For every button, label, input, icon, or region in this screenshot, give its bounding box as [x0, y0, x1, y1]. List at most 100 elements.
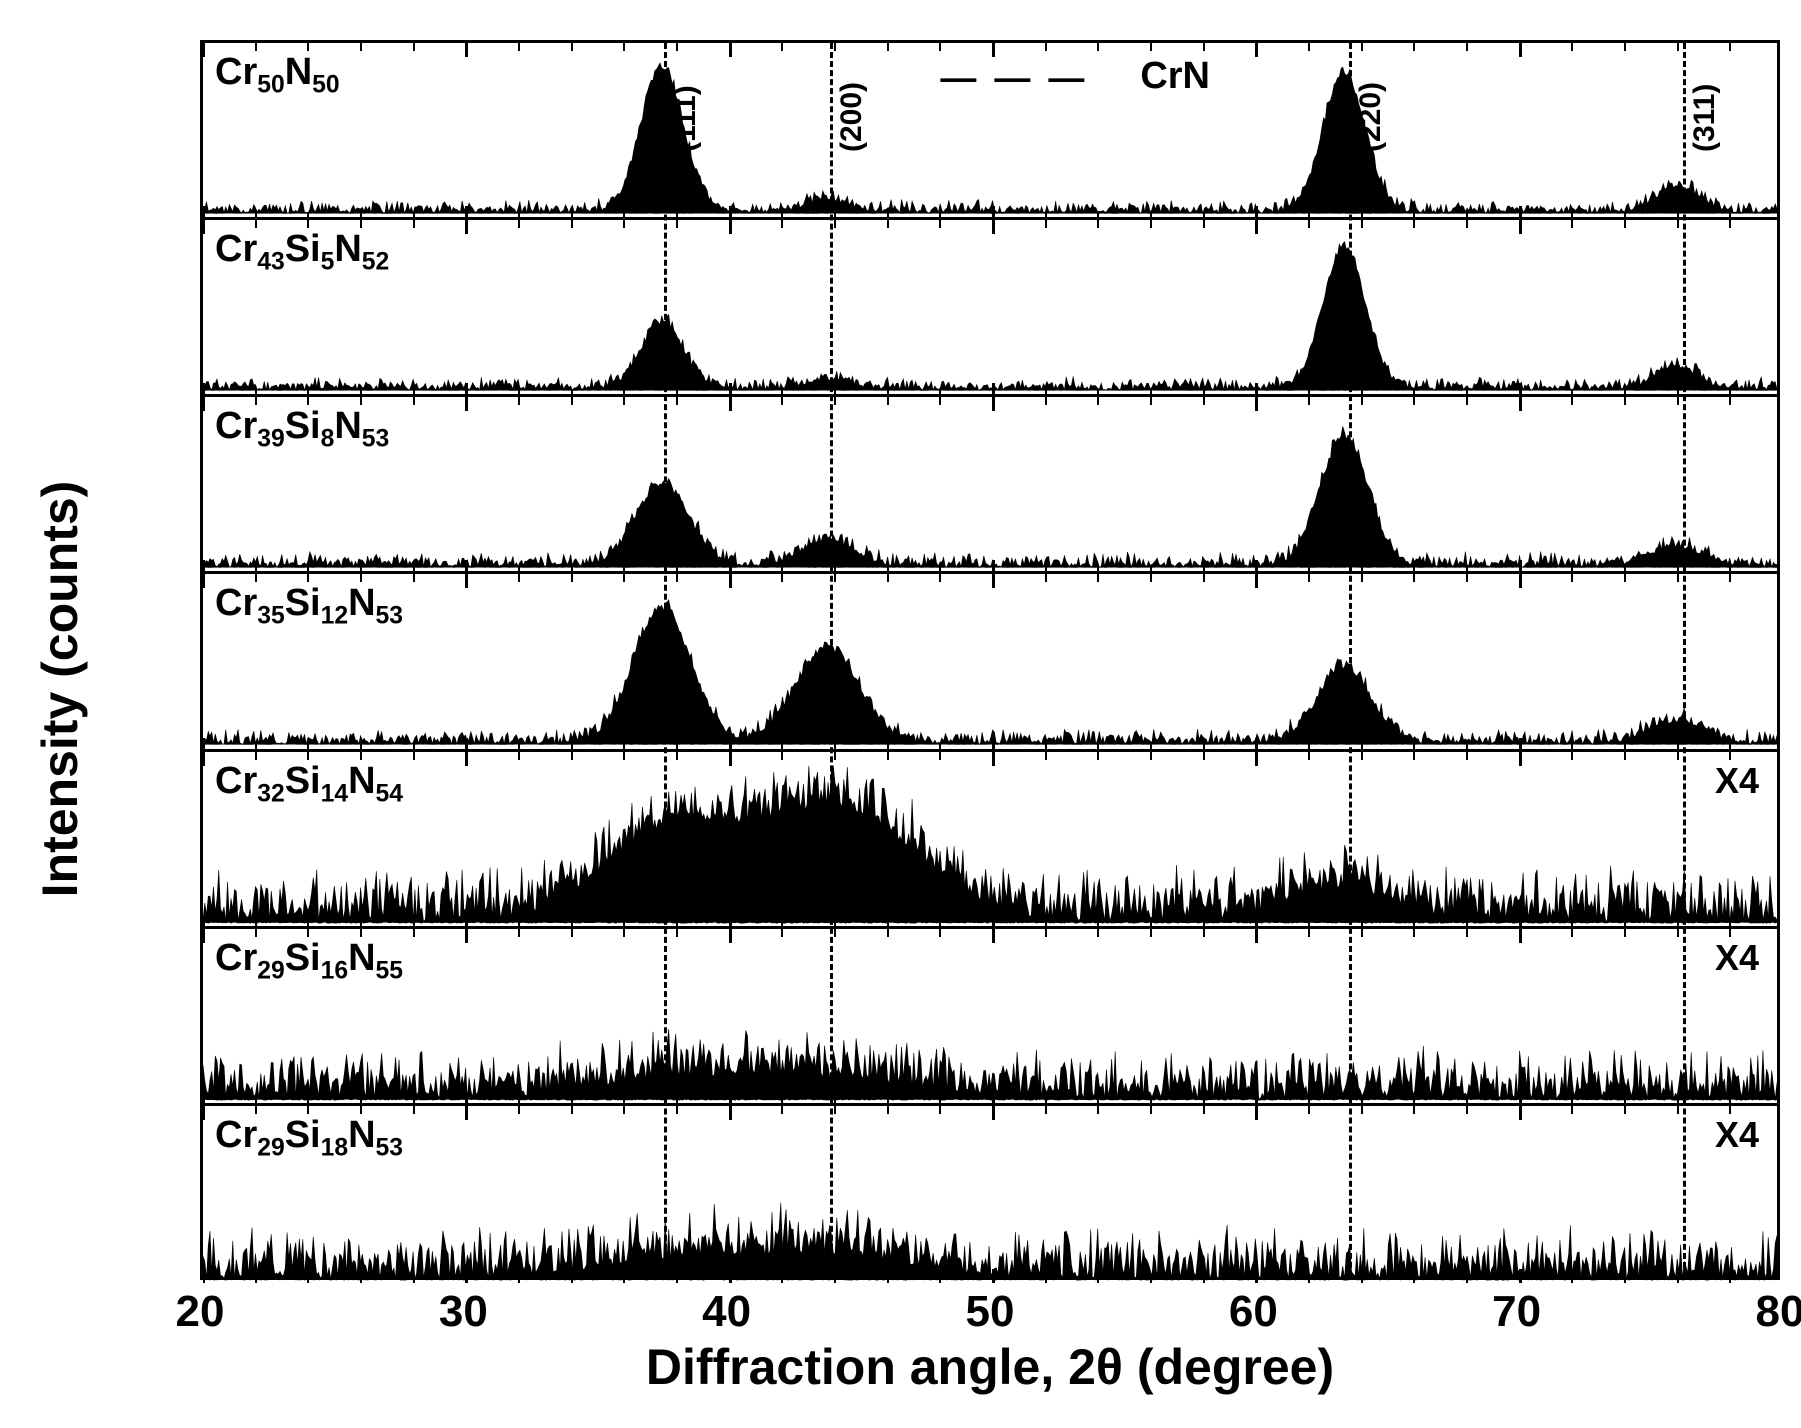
minor-tick: [1413, 744, 1415, 752]
minor-tick: [676, 220, 678, 228]
minor-tick: [518, 1098, 520, 1106]
minor-tick: [1308, 752, 1310, 760]
minor-tick: [1571, 43, 1573, 51]
major-tick: [992, 43, 995, 57]
minor-tick: [1729, 921, 1731, 929]
minor-tick: [1624, 397, 1626, 405]
minor-tick: [1624, 1106, 1626, 1114]
minor-tick: [1308, 43, 1310, 51]
minor-tick: [1045, 43, 1047, 51]
major-tick: [1255, 738, 1258, 752]
major-tick: [465, 929, 468, 943]
major-tick: [1255, 43, 1258, 57]
minor-tick: [1308, 1275, 1310, 1283]
x-tick-label: 40: [702, 1287, 751, 1337]
minor-tick: [781, 212, 783, 220]
minor-tick: [1045, 397, 1047, 405]
minor-tick: [1045, 1106, 1047, 1114]
minor-tick: [676, 744, 678, 752]
minor-tick: [1308, 921, 1310, 929]
minor-tick: [887, 566, 889, 574]
major-tick: [1519, 43, 1522, 57]
minor-tick: [518, 220, 520, 228]
minor-tick: [360, 566, 362, 574]
minor-tick: [1466, 43, 1468, 51]
minor-tick: [307, 744, 309, 752]
minor-tick: [1729, 744, 1731, 752]
major-tick: [1519, 220, 1522, 234]
major-tick: [1255, 397, 1258, 411]
minor-tick: [1624, 220, 1626, 228]
major-tick: [203, 560, 205, 574]
xrd-panel: Cr29Si16N55X4: [203, 929, 1777, 1106]
major-tick: [465, 206, 468, 220]
major-tick: [465, 1092, 468, 1106]
major-tick: [203, 738, 205, 752]
minor-tick: [255, 389, 257, 397]
minor-tick: [1571, 929, 1573, 937]
minor-tick: [1097, 220, 1099, 228]
major-tick: [203, 43, 205, 57]
minor-tick: [1413, 921, 1415, 929]
minor-tick: [1571, 1098, 1573, 1106]
major-tick: [1255, 752, 1258, 766]
x-tick-label: 20: [176, 1287, 225, 1337]
major-tick: [992, 915, 995, 929]
major-tick: [1519, 206, 1522, 220]
minor-tick: [1097, 212, 1099, 220]
minor-tick: [676, 212, 678, 220]
minor-tick: [781, 220, 783, 228]
major-tick: [729, 220, 732, 234]
minor-tick: [413, 921, 415, 929]
minor-tick: [360, 1098, 362, 1106]
minor-tick: [255, 566, 257, 574]
minor-tick: [1729, 566, 1731, 574]
minor-tick: [255, 220, 257, 228]
composition-label: Cr43Si5N52: [215, 228, 389, 277]
minor-tick: [1571, 1275, 1573, 1283]
major-tick: [465, 43, 468, 57]
minor-tick: [1624, 921, 1626, 929]
x-axis-label: Diffraction angle, 2θ (degree): [200, 1338, 1780, 1396]
minor-tick: [1150, 921, 1152, 929]
major-tick: [465, 383, 468, 397]
major-tick: [992, 929, 995, 943]
minor-tick: [623, 566, 625, 574]
minor-tick: [781, 574, 783, 582]
minor-tick: [623, 929, 625, 937]
minor-tick: [1045, 212, 1047, 220]
minor-tick: [1413, 1106, 1415, 1114]
minor-tick: [623, 1098, 625, 1106]
major-tick: [729, 397, 732, 411]
minor-tick: [571, 212, 573, 220]
minor-tick: [1361, 566, 1363, 574]
minor-tick: [1097, 1275, 1099, 1283]
minor-tick: [623, 752, 625, 760]
minor-tick: [1097, 1098, 1099, 1106]
minor-tick: [676, 389, 678, 397]
minor-tick: [413, 1275, 415, 1283]
minor-tick: [939, 212, 941, 220]
y-axis-label: Intensity (counts): [31, 481, 89, 898]
minor-tick: [255, 1106, 257, 1114]
major-tick: [1255, 1092, 1258, 1106]
major-tick: [203, 915, 205, 929]
minor-tick: [360, 1106, 362, 1114]
minor-tick: [571, 1106, 573, 1114]
major-tick: [465, 397, 468, 411]
minor-tick: [1729, 752, 1731, 760]
minor-tick: [413, 397, 415, 405]
major-tick: [992, 560, 995, 574]
minor-tick: [1150, 752, 1152, 760]
minor-tick: [1045, 1275, 1047, 1283]
minor-tick: [1677, 574, 1679, 582]
major-tick: [992, 383, 995, 397]
minor-tick: [781, 389, 783, 397]
minor-tick: [834, 574, 836, 582]
major-tick: [1255, 383, 1258, 397]
major-tick: [992, 206, 995, 220]
minor-tick: [939, 220, 941, 228]
minor-tick: [1466, 220, 1468, 228]
minor-tick: [1466, 744, 1468, 752]
minor-tick: [1045, 921, 1047, 929]
